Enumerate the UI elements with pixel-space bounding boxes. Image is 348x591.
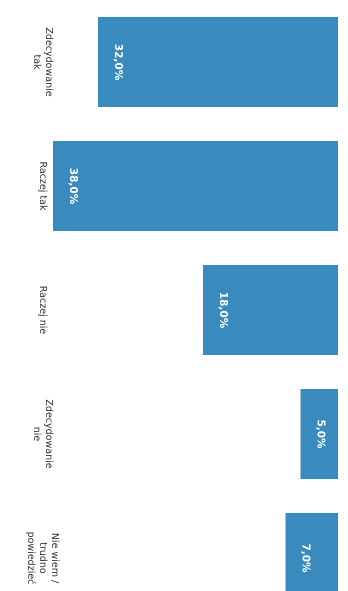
category-label-line: nie (31, 427, 42, 442)
bar-2 (203, 265, 338, 355)
value-label-1: 38,0% (67, 168, 79, 205)
category-label-line: tak (31, 54, 42, 70)
bar-3 (300, 389, 338, 479)
category-label-1: Raczej tak (37, 162, 48, 211)
category-label-line: trudno (37, 542, 48, 574)
value-label-0: 32,0% (112, 44, 124, 81)
category-label-2: Raczej nie (37, 286, 48, 335)
category-label-line: Raczej nie (37, 286, 48, 335)
category-label-line: powiedzieć (25, 532, 36, 585)
category-label-line: Raczej tak (37, 162, 48, 211)
bar-0 (98, 17, 338, 107)
category-label-line: Zdecydowanie (43, 399, 54, 468)
category-label-line: Zdecydowanie (43, 27, 54, 96)
bar-1 (53, 141, 338, 231)
category-label-4: Nie wiem /trudnopowiedzieć (25, 532, 60, 585)
bar-4 (285, 513, 338, 591)
value-label-2: 18,0% (217, 292, 229, 329)
category-label-line: Nie wiem / (49, 533, 60, 584)
value-label-4: 7,0% (300, 543, 312, 573)
category-label-3: Zdecydowanienie (31, 399, 54, 468)
category-label-0: Zdecydowanietak (31, 27, 54, 96)
value-label-3: 5,0% (315, 419, 327, 449)
